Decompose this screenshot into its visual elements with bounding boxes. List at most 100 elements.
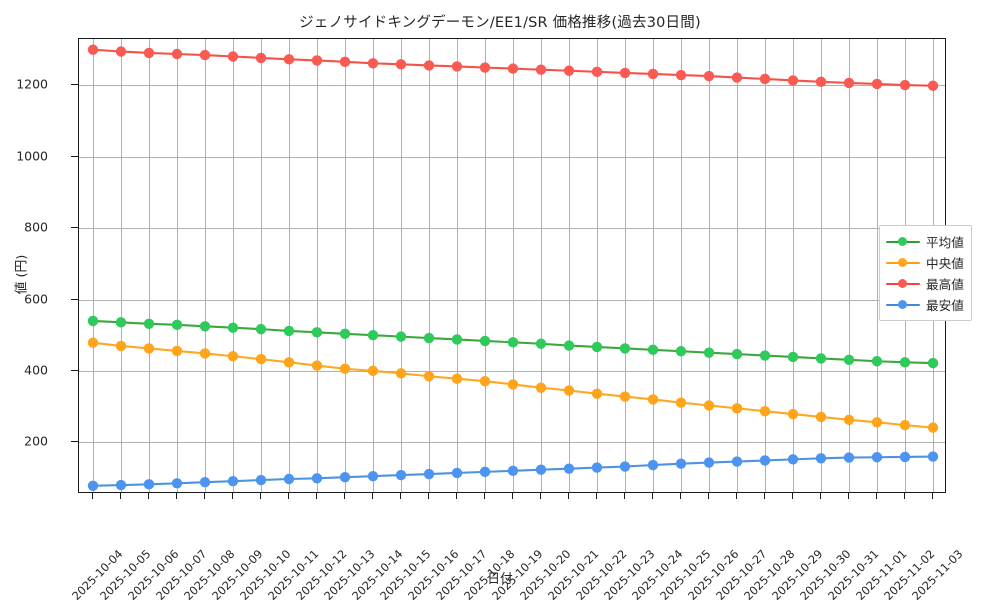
data-point [927,451,939,462]
data-point [563,463,575,474]
data-point [283,473,295,485]
x-tick-mark [232,493,233,499]
data-point [479,335,491,347]
data-point [927,80,939,91]
x-tick-mark [260,493,261,499]
data-point [367,365,379,377]
data-point [675,458,687,469]
gridline-vertical [849,39,850,492]
data-point [479,62,491,73]
x-tick-mark [316,493,317,499]
data-point [759,406,771,417]
x-tick-mark [820,493,821,499]
data-point [843,414,855,425]
gridline-vertical [765,39,766,492]
data-point [395,331,407,342]
data-point [507,63,519,74]
data-point [815,353,827,364]
x-tick-mark [764,493,765,499]
gridline-vertical [401,39,402,492]
data-point [451,467,463,479]
data-point [143,318,155,329]
data-point [255,52,267,64]
gridline-vertical [737,39,738,492]
data-point [115,46,127,57]
gridline-vertical [513,39,514,492]
data-point [591,388,603,399]
data-point [591,341,603,353]
data-point [731,72,743,83]
data-point [367,330,379,341]
legend-item[interactable]: 中央値 [886,252,964,273]
gridline-horizontal [79,370,945,372]
legend-item[interactable]: 平均値 [886,231,964,252]
data-point [199,49,211,61]
data-point [451,334,463,345]
legend-marker-icon [898,300,907,309]
gridline-horizontal [79,85,945,87]
data-point [507,337,519,348]
data-point [731,348,743,360]
gridline-horizontal [79,299,945,301]
data-point [143,479,155,490]
legend-item[interactable]: 最高値 [886,273,964,294]
series-layer [87,44,939,491]
data-point [731,403,743,414]
gridline-vertical [877,39,878,492]
data-point [619,343,631,354]
data-point [591,462,603,473]
data-point [171,345,183,357]
data-point [395,59,407,70]
data-point [507,465,519,476]
data-point [703,347,715,358]
gridline-vertical [821,39,822,492]
gridline-vertical [289,39,290,492]
x-tick-mark [176,493,177,499]
data-point [563,340,575,351]
y-tick-label: 200 [24,433,48,449]
x-tick-mark [568,493,569,499]
gridline-vertical [541,39,542,492]
x-tick-mark [120,493,121,499]
gridline-vertical [205,39,206,492]
data-point [339,56,351,68]
gridline-horizontal [79,156,945,158]
legend-item[interactable]: 最安値 [886,294,964,315]
x-tick-mark [792,493,793,499]
gridline-vertical [177,39,178,492]
x-tick-mark [680,493,681,499]
data-point [927,422,939,433]
series-最高値 [87,44,939,91]
y-tick-mark [71,298,78,300]
gridline-vertical [93,39,94,492]
data-point [199,348,211,359]
x-tick-mark [148,493,149,499]
data-point [311,55,323,66]
x-tick-mark [624,493,625,499]
plot-area [78,38,946,493]
data-point [647,344,659,356]
x-tick-mark [456,493,457,499]
y-tick-label: 400 [24,362,48,378]
data-point [899,357,911,368]
y-tick-mark [71,227,78,229]
data-point [703,400,715,411]
gridline-vertical [709,39,710,492]
data-point [675,69,687,81]
data-point [843,452,855,463]
data-point [199,321,211,332]
data-point [787,408,799,420]
data-point [619,461,631,472]
data-point [759,73,771,85]
gridline-vertical [793,39,794,492]
data-point [227,351,239,362]
series-平均値 [87,315,939,369]
data-point [675,346,687,357]
data-point [871,78,883,90]
x-axis-label: 日付 [487,572,513,587]
y-tick-mark [71,369,78,371]
y-tick-mark [71,84,78,86]
data-point [115,317,127,328]
data-point [787,454,799,465]
